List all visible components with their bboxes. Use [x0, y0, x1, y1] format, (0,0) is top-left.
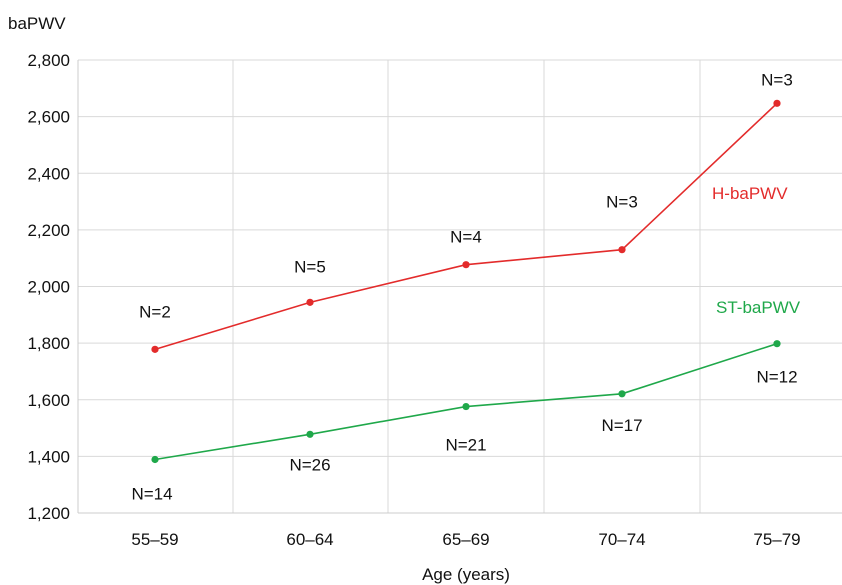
x-tick-labels: 55–59 60–64 65–69 70–74 75–79: [131, 530, 800, 549]
data-point-st-bapwv: [773, 340, 781, 348]
data-point-h-bapwv: [462, 261, 470, 269]
axes: [77, 60, 842, 514]
n-label: N=2: [139, 302, 171, 321]
y-tick-label: 1,600: [27, 391, 70, 410]
data-point-st-bapwv: [618, 390, 626, 398]
y-tick-label: 2,800: [27, 51, 70, 70]
x-tick-label: 65–69: [442, 530, 489, 549]
data-point-st-bapwv: [151, 455, 159, 464]
y-tick-label: 2,000: [27, 278, 70, 297]
y-tick-label: 2,200: [27, 221, 70, 240]
data-point-h-bapwv: [773, 99, 781, 107]
n-label: N=17: [601, 416, 642, 435]
y-tick-label: 1,200: [27, 504, 70, 523]
data-point-h-bapwv: [618, 246, 626, 254]
n-label: N=21: [445, 436, 486, 455]
series-label-h-bapwv: H-baPWV: [712, 184, 788, 203]
n-label: N=14: [131, 484, 172, 503]
x-tick-label: 70–74: [598, 530, 645, 549]
y-axis-title: baPWV: [8, 14, 66, 33]
y-tick-label: 1,800: [27, 334, 70, 353]
y-tick-label: 2,600: [27, 108, 70, 127]
y-tick-label: 2,400: [27, 164, 70, 183]
series-line-h-bapwv: [154, 102, 778, 351]
n-label: N=4: [450, 228, 482, 247]
y-tick-labels: 1,200 1,400 1,600 1,800 2,000 2,200 2,400 2,600…: [27, 51, 70, 523]
y-tick-label: 1,400: [27, 447, 70, 466]
series: [151, 99, 781, 464]
series-label-st-bapwv: ST-baPWV: [716, 298, 801, 317]
n-labels: N=2 N=5 N=4 N=3 N=3 N=14 N=26 N=21 N=17 N=12: [131, 70, 797, 503]
data-point-st-bapwv: [306, 430, 314, 438]
data-point-h-bapwv: [306, 298, 314, 306]
n-label: N=26: [289, 455, 330, 474]
n-label: N=3: [606, 193, 638, 212]
x-axis-title: Age (years): [422, 565, 510, 584]
x-tick-label: 60–64: [286, 530, 333, 549]
x-tick-label: 55–59: [131, 530, 178, 549]
data-point-st-bapwv: [462, 402, 470, 411]
n-label: N=12: [756, 368, 797, 387]
data-point-h-bapwv: [151, 345, 159, 353]
n-label: N=5: [294, 257, 326, 276]
grid: [78, 59, 842, 513]
n-label: N=3: [761, 70, 793, 89]
x-tick-label: 75–79: [753, 530, 800, 549]
